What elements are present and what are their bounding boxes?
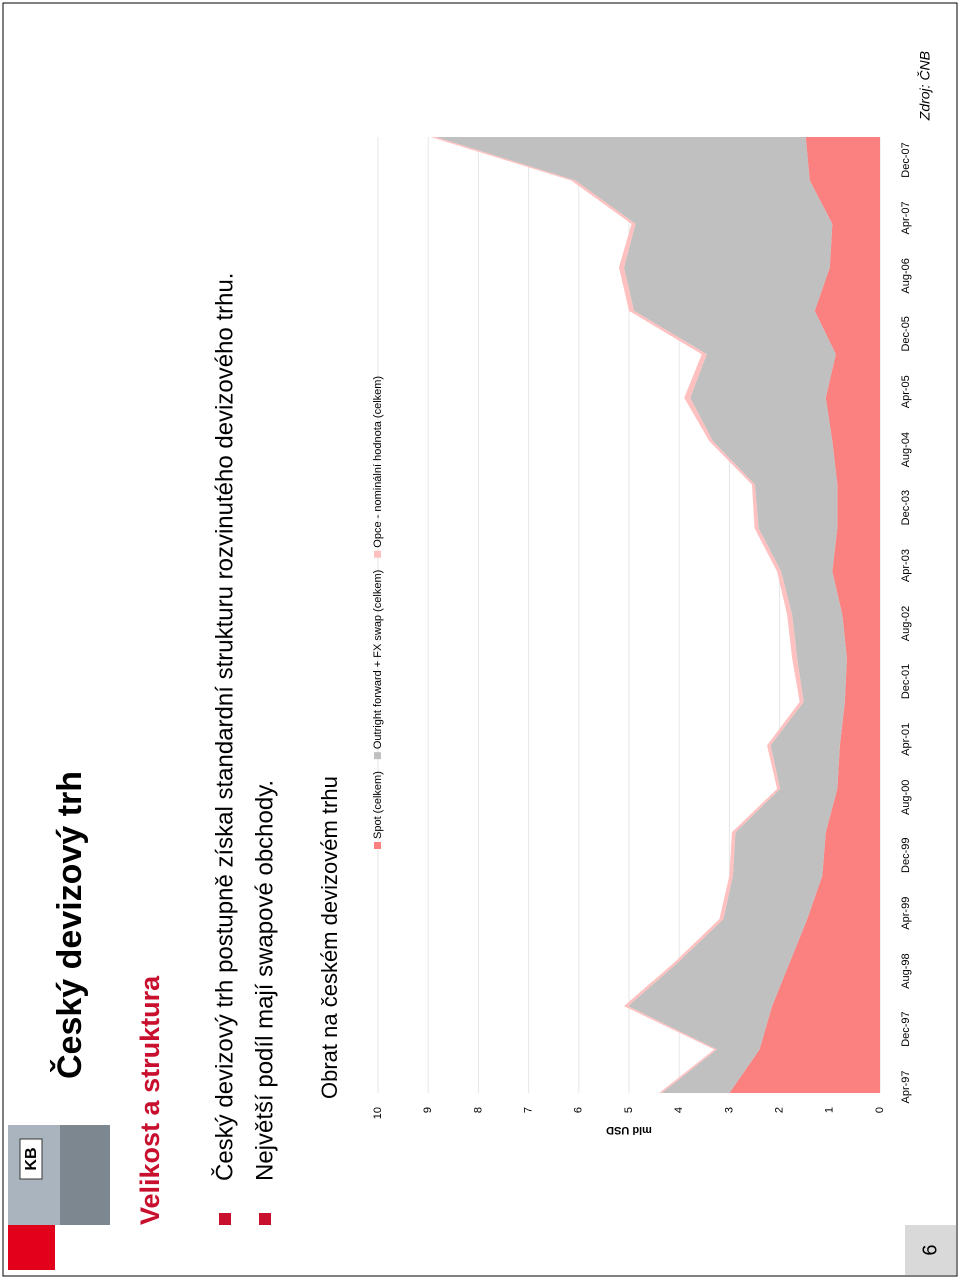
x-tick-label: Aug-00 [900, 780, 912, 815]
x-tick-label: Apr-07 [900, 201, 912, 234]
x-tick-label: Apr-97 [900, 1070, 912, 1103]
y-axis-title: mld USD [606, 1124, 652, 1136]
y-tick-label: 1 [824, 1107, 836, 1113]
legend-label: Opce - nominální hodnota (celkem) [372, 376, 384, 548]
page-number-box [905, 1225, 956, 1275]
x-tick-label: Dec-07 [900, 142, 912, 177]
legend-swatch [374, 842, 381, 849]
bullet-marker [219, 1213, 231, 1225]
y-tick-label: 5 [623, 1107, 635, 1113]
source: Zdroj: ČNB [917, 51, 933, 121]
x-tick-label: Aug-98 [900, 953, 912, 988]
x-tick-label: Dec-97 [900, 1011, 912, 1046]
x-tick-label: Dec-03 [900, 490, 912, 525]
x-tick-label: Dec-05 [900, 316, 912, 351]
logo-photo-part [60, 1125, 110, 1225]
subtitle: Velikost a struktura [135, 975, 165, 1225]
logo-text: KB [23, 1147, 40, 1170]
legend-swatch [374, 752, 381, 760]
chart-title: Obrat na českém devizovém trhu [317, 776, 342, 1099]
logo-sign [19, 1138, 43, 1180]
x-tick-label: Apr-05 [900, 375, 912, 408]
legend-label: Outright forward + FX swap (celkem) [372, 570, 384, 749]
y-tick-label: 6 [573, 1107, 585, 1113]
legend-label: Spot (celkem) [372, 771, 384, 839]
y-tick-label: 9 [422, 1107, 434, 1113]
bullet-text: Největší podíl mají swapové obchody. [251, 780, 278, 1181]
y-tick-label: 2 [774, 1107, 786, 1113]
x-tick-label: Aug-04 [900, 432, 912, 467]
x-tick-label: Aug-02 [900, 606, 912, 641]
y-tick-label: 8 [472, 1107, 484, 1113]
area-series [729, 137, 880, 1093]
bullet-text: Český devizový trh postupně získal stand… [210, 273, 238, 1181]
x-tick-label: Apr-03 [900, 549, 912, 582]
area-series [435, 137, 847, 1093]
x-tick-label: Apr-99 [900, 897, 912, 930]
x-tick-label: Dec-99 [900, 838, 912, 873]
chart: 0 1 2 3 4 5 6 7 8 9 10 Apr-97 Dec-97 Aug-98 Apr-99 Dec-… [372, 137, 912, 1119]
y-tick-label: 7 [523, 1107, 535, 1113]
y-tick-label: 10 [372, 1107, 384, 1119]
y-tick-label: 3 [723, 1107, 735, 1113]
y-tick-label: 0 [874, 1107, 886, 1113]
x-tick-label: Aug-06 [900, 258, 912, 293]
bullet-marker [259, 1213, 271, 1225]
title: Český devizový trh [50, 771, 89, 1079]
legend-swatch [374, 550, 381, 558]
y-tick-label: 4 [673, 1107, 685, 1113]
x-tick-label: Dec-01 [900, 664, 912, 699]
red-block [8, 1225, 55, 1270]
x-tick-label: Apr-01 [900, 723, 912, 756]
page-number: 6 [919, 1244, 941, 1255]
